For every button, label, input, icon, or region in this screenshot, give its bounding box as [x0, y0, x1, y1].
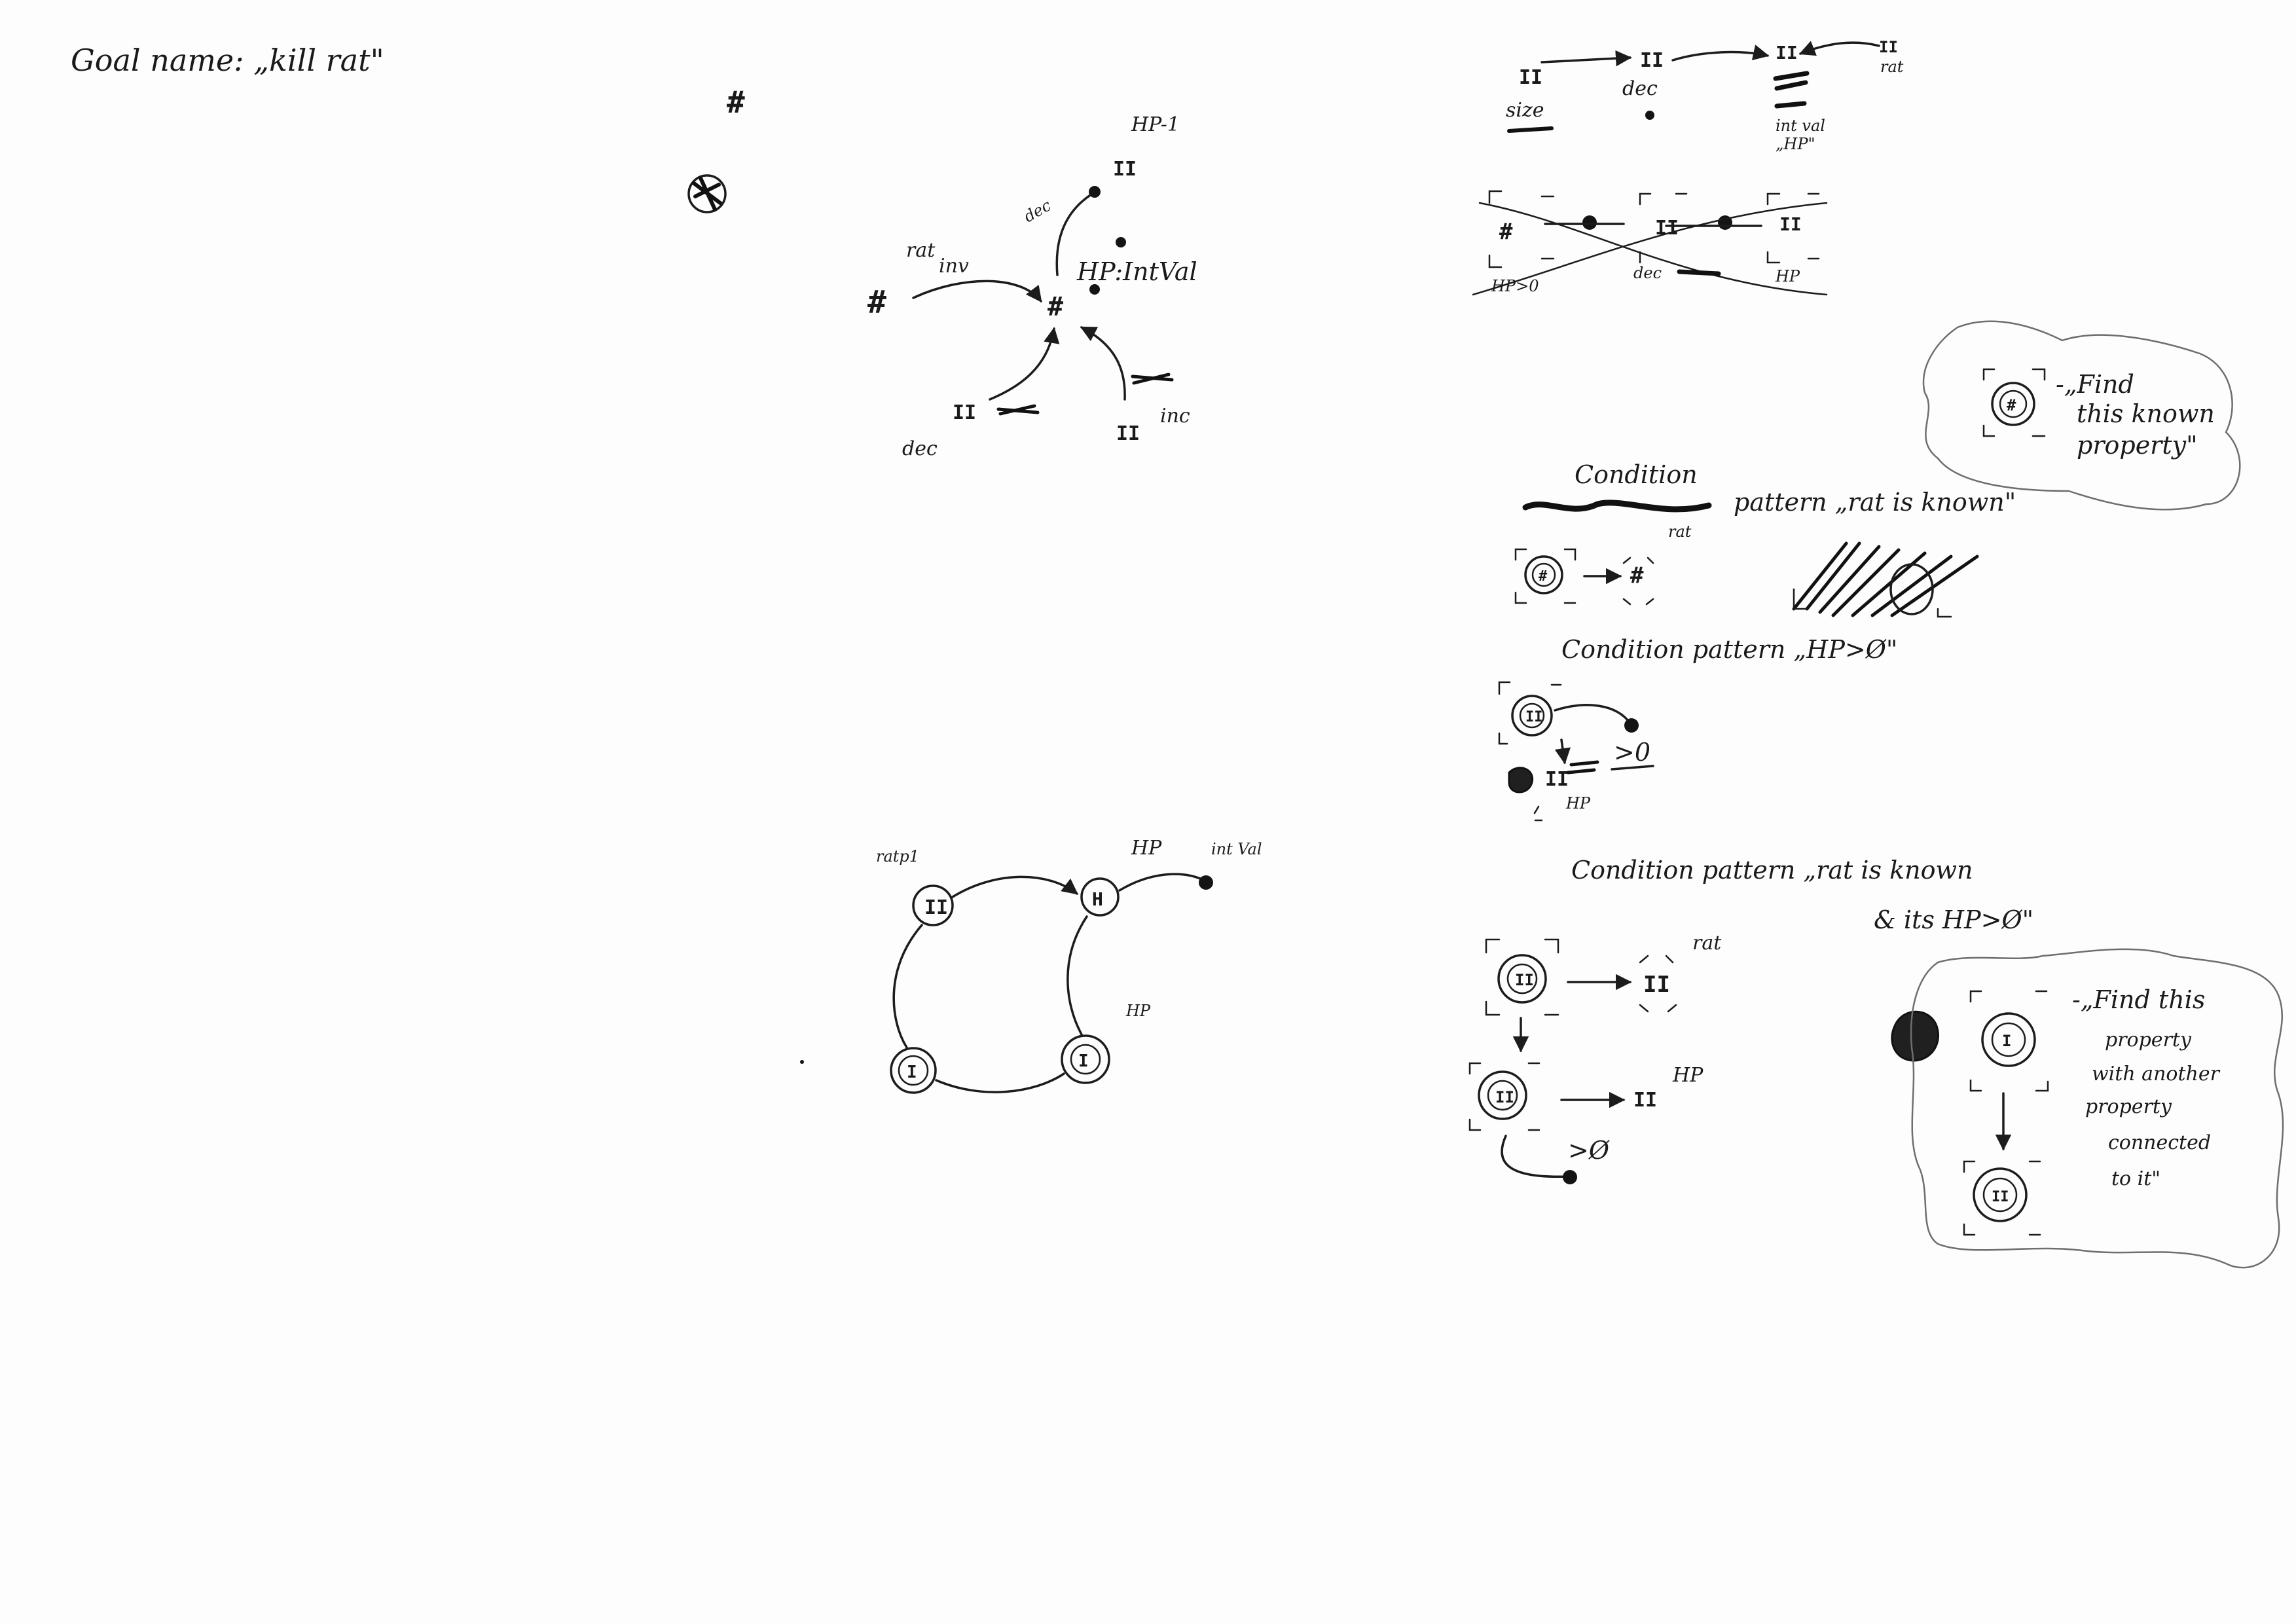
- cloud-2-line-3: with another: [2092, 1063, 2221, 1085]
- svg-text:#: #: [1539, 568, 1548, 585]
- scribbled-pattern: [1792, 541, 1979, 618]
- edge-label-inv: inv: [939, 255, 969, 278]
- cloud-find-connected-property: I II -„Find this property with another p…: [1891, 948, 2284, 1269]
- svg-text:II: II: [1779, 213, 1802, 235]
- label-hp-top: HP: [1131, 837, 1162, 860]
- label-size: size: [1506, 99, 1544, 122]
- svg-text:II: II: [1640, 49, 1664, 72]
- svg-text:I: I: [907, 1063, 917, 1082]
- svg-text:#: #: [867, 284, 886, 321]
- svg-text:II: II: [1545, 768, 1569, 791]
- label-dec-cross: dec: [1633, 264, 1662, 282]
- condition-heading-rest: pattern „rat is known": [1734, 488, 2016, 517]
- svg-text:II: II: [1879, 38, 1898, 56]
- node-glyph: #: [727, 84, 745, 120]
- cloud-2-line-4: property: [2085, 1095, 2172, 1118]
- svg-text:II: II: [1519, 66, 1542, 89]
- label-hp-cross: HP: [1775, 267, 1800, 285]
- combined-label-hp: HP: [1672, 1064, 1704, 1087]
- svg-text:II: II: [924, 896, 948, 919]
- svg-text:II: II: [1643, 972, 1670, 998]
- svg-text:II: II: [953, 401, 976, 424]
- cloud-2-line-6: to it": [2111, 1167, 2160, 1190]
- cloud-1-line-1: -„Find: [2056, 370, 2134, 399]
- svg-text:II: II: [1525, 709, 1543, 725]
- cloud-2-line-5: connected: [2108, 1131, 2211, 1154]
- svg-text:I: I: [2002, 1032, 2011, 1050]
- cloud-2-line-2: property: [2105, 1029, 2192, 1051]
- crossed-pattern-row: # II II HP>0 dec HP: [1472, 190, 1828, 296]
- node-label-hp-minus: HP-1: [1131, 113, 1180, 136]
- condition-label-rat: rat: [1668, 522, 1692, 541]
- cloud-2-line-1: -„Find this: [2072, 985, 2205, 1014]
- label-ratp1: ratp1: [876, 847, 919, 866]
- svg-text:II: II: [1776, 42, 1798, 64]
- svg-text:#: #: [1048, 292, 1063, 322]
- label-intval: int Val: [1211, 840, 1262, 858]
- condition-hp-heading: Condition pattern „HP>Ø": [1561, 635, 1897, 664]
- svg-text:II: II: [1495, 1088, 1514, 1106]
- cloud-1-line-3: property": [2077, 431, 2198, 460]
- combined-label-gt0: >Ø: [1568, 1136, 1610, 1165]
- svg-text:II: II: [1116, 422, 1140, 445]
- node-label-hp-intval: HP:IntVal: [1076, 257, 1197, 286]
- node-label-dec-bottom: dec: [902, 437, 938, 460]
- svg-text:II: II: [1633, 1089, 1657, 1112]
- right-top-chain: II II II II rat size dec int val „HP": [1506, 38, 1904, 153]
- svg-text:I: I: [1078, 1051, 1089, 1071]
- svg-text:II: II: [1113, 158, 1137, 181]
- combined-heading-line-1: Condition pattern „rat is known: [1571, 856, 1973, 884]
- combined-label-rat: rat: [1692, 932, 1722, 955]
- svg-text:#: #: [1630, 562, 1644, 589]
- edge-label-dec-top: dec: [1021, 196, 1054, 226]
- svg-text:II: II: [1515, 971, 1534, 989]
- cloud-1-line-2: this known: [2077, 399, 2215, 428]
- svg-text:H: H: [1092, 888, 1103, 910]
- cloud-find-known-property: # -„Find this known property": [1922, 320, 2241, 511]
- label-hp-gt0: HP>0: [1491, 277, 1539, 295]
- label-intval: int val: [1776, 117, 1825, 135]
- scribbled-node-icon: [687, 174, 727, 213]
- condition-rat-known: Condition pattern „rat is known" # # rat: [1514, 460, 2016, 618]
- condition-hp-label: HP: [1565, 794, 1591, 812]
- combined-heading-line-2: & its HP>Ø": [1874, 905, 2033, 934]
- condition-combined: Condition pattern „rat is known & its HP…: [1468, 856, 2033, 1184]
- bottom-cycle-graph: ratp1 HP int Val HP II H I I: [800, 837, 1262, 1094]
- condition-hp-gt0: Condition pattern „HP>Ø" II II >0 HP: [1498, 635, 1897, 822]
- node-label-inc: inc: [1160, 405, 1190, 428]
- label-hp-quoted: „HP": [1776, 135, 1815, 153]
- svg-text:II: II: [1992, 1189, 2009, 1205]
- svg-text:#: #: [1499, 219, 1513, 245]
- label-dec: dec: [1622, 77, 1658, 100]
- top-graph: # # rat inv dec II HP-1 HP:IntVal II dec…: [867, 113, 1197, 460]
- condition-heading-word: Condition: [1575, 460, 1698, 489]
- condition-hp-gt0-label: >0: [1614, 738, 1650, 767]
- goal-title: Goal name: „kill rat": [71, 43, 384, 78]
- edge-label-rat: rat: [906, 239, 936, 262]
- label-hp-mid: HP: [1125, 1002, 1151, 1020]
- svg-text:#: #: [2007, 396, 2016, 414]
- label-rat: rat: [1880, 58, 1904, 76]
